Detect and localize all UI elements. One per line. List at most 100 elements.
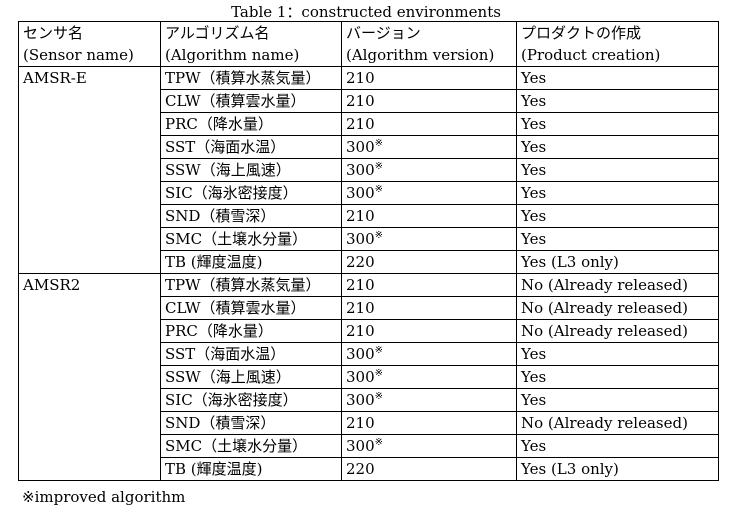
algorithm-name-cell: SSW（海上風速） <box>160 365 342 389</box>
algorithm-version-cell: 300※ <box>341 365 517 389</box>
version-number: 300 <box>346 368 375 386</box>
version-number: 210 <box>346 69 375 87</box>
algorithm-name-cell: SMC（土壌水分量） <box>160 434 342 458</box>
algorithm-name-cell: SIC（海氷密接度） <box>160 388 342 412</box>
algorithm-version-cell: 300※ <box>341 434 517 458</box>
table-row: AMSR-E TPW（積算水蒸気量） 210 Yes <box>18 66 719 274</box>
table-body: AMSR-E TPW（積算水蒸気量） 210 Yes CLW（積算雲水量） 210 Yes P… <box>18 66 719 481</box>
algorithm-name-cell: TB (輝度温度) <box>160 457 342 481</box>
table-row: SND（積雪深） 210 No (Already released) <box>19 411 719 435</box>
table-row: SMC（土壌水分量） 300※ Yes <box>19 227 719 251</box>
table-row: SIC（海氷密接度） 300※ Yes <box>19 388 719 412</box>
algorithm-version-cell: 300※ <box>341 227 517 251</box>
version-number: 300 <box>346 138 375 156</box>
algorithm-name-cell: PRC（降水量） <box>160 319 342 343</box>
version-number: 210 <box>346 299 375 317</box>
algorithm-version-cell: 300※ <box>341 388 517 412</box>
algorithm-version-cell: 210 <box>341 411 517 435</box>
table-caption: Table 1：constructed environments <box>231 3 501 21</box>
improved-mark: ※ <box>374 391 384 402</box>
header-sensor-name: センサ名 (Sensor name) <box>18 21 161 67</box>
algorithm-name-cell: SST（海面水温） <box>160 342 342 366</box>
version-number: 300 <box>346 230 375 248</box>
algorithm-version-cell: 220 <box>341 457 517 481</box>
algorithm-name-cell: TB (輝度温度) <box>160 250 342 274</box>
version-number: 210 <box>346 322 375 340</box>
header-algorithm-version-jp: バージョン <box>346 24 421 42</box>
header-algorithm-version: バージョン (Algorithm version) <box>341 21 517 67</box>
algorithm-name-cell: SIC（海氷密接度） <box>160 181 342 205</box>
sensor-name-cell: AMSR-E <box>18 66 161 274</box>
table-row: SSW（海上風速） 300※ Yes <box>19 365 719 389</box>
algorithm-name-cell: CLW（積算雲水量） <box>160 296 342 320</box>
environments-table: センサ名 (Sensor name) アルゴリズム名 (Algorithm na… <box>18 21 719 481</box>
header-product-creation-jp: プロダクトの作成 <box>521 24 642 42</box>
algorithm-version-cell: 210 <box>341 112 517 136</box>
algorithm-version-cell: 210 <box>341 204 517 228</box>
table-row: CLW（積算雲水量） 210 Yes <box>19 89 719 113</box>
product-creation-cell: Yes <box>516 89 719 113</box>
product-creation-cell: Yes (L3 only) <box>516 457 719 481</box>
improved-mark: ※ <box>374 184 384 195</box>
table-row: SMC（土壌水分量） 300※ Yes <box>19 434 719 458</box>
algorithm-name-cell: TPW（積算水蒸気量） <box>160 273 342 297</box>
product-creation-cell: Yes <box>516 112 719 136</box>
table-row: TB (輝度温度) 220 Yes (L3 only) <box>19 457 719 481</box>
product-creation-cell: Yes <box>516 227 719 251</box>
algorithm-version-cell: 210 <box>341 296 517 320</box>
algorithm-version-cell: 300※ <box>341 135 517 159</box>
version-number: 300 <box>346 391 375 409</box>
product-creation-cell: No (Already released) <box>516 273 719 297</box>
improved-mark: ※ <box>374 230 384 241</box>
version-number: 300 <box>346 161 375 179</box>
product-creation-cell: Yes <box>516 135 719 159</box>
header-algorithm-name-en: (Algorithm name) <box>165 46 300 64</box>
table-row: SST（海面水温） 300※ Yes <box>19 135 719 159</box>
table-row: TB (輝度温度) 220 Yes (L3 only) <box>19 250 719 274</box>
improved-mark: ※ <box>374 437 384 448</box>
algorithm-version-cell: 300※ <box>341 181 517 205</box>
algorithm-version-cell: 210 <box>341 273 517 297</box>
product-creation-cell: Yes (L3 only) <box>516 250 719 274</box>
version-number: 220 <box>346 253 375 271</box>
table-row: PRC（降水量） 210 Yes <box>19 112 719 136</box>
version-number: 210 <box>346 276 375 294</box>
table-row: CLW（積算雲水量） 210 No (Already released) <box>19 296 719 320</box>
improved-mark: ※ <box>374 368 384 379</box>
version-number: 220 <box>346 460 375 478</box>
product-creation-cell: Yes <box>516 204 719 228</box>
improved-mark: ※ <box>374 138 384 149</box>
table-row: SIC（海氷密接度） 300※ Yes <box>19 181 719 205</box>
version-number: 210 <box>346 207 375 225</box>
algorithm-name-cell: SST（海面水温） <box>160 135 342 159</box>
product-creation-cell: Yes <box>516 388 719 412</box>
header-product-creation: プロダクトの作成 (Product creation) <box>516 21 719 67</box>
header-algorithm-version-en: (Algorithm version) <box>346 46 495 64</box>
improved-mark: ※ <box>374 161 384 172</box>
product-creation-cell: No (Already released) <box>516 411 719 435</box>
footnote: ※improved algorithm <box>22 488 186 506</box>
table-row: SSW（海上風速） 300※ Yes <box>19 158 719 182</box>
algorithm-version-cell: 300※ <box>341 342 517 366</box>
algorithm-name-cell: SMC（土壌水分量） <box>160 227 342 251</box>
table-row: SST（海面水温） 300※ Yes <box>19 342 719 366</box>
sensor-name-cell: AMSR2 <box>18 273 161 481</box>
algorithm-version-cell: 220 <box>341 250 517 274</box>
algorithm-name-cell: SND（積雪深） <box>160 204 342 228</box>
improved-mark: ※ <box>374 345 384 356</box>
header-sensor-name-en: (Sensor name) <box>23 46 134 64</box>
product-creation-cell: Yes <box>516 66 719 90</box>
algorithm-version-cell: 300※ <box>341 158 517 182</box>
algorithm-name-cell: TPW（積算水蒸気量） <box>160 66 342 90</box>
product-creation-cell: Yes <box>516 158 719 182</box>
table-row: AMSR2 TPW（積算水蒸気量） 210 No (Already released) <box>18 273 719 481</box>
version-number: 300 <box>346 437 375 455</box>
product-creation-cell: Yes <box>516 434 719 458</box>
header-row: センサ名 (Sensor name) アルゴリズム名 (Algorithm na… <box>18 21 719 67</box>
header-product-creation-en: (Product creation) <box>521 46 661 64</box>
header-algorithm-name-jp: アルゴリズム名 <box>165 24 270 42</box>
algorithm-name-cell: SND（積雪深） <box>160 411 342 435</box>
version-number: 210 <box>346 115 375 133</box>
version-number: 300 <box>346 184 375 202</box>
version-number: 300 <box>346 345 375 363</box>
